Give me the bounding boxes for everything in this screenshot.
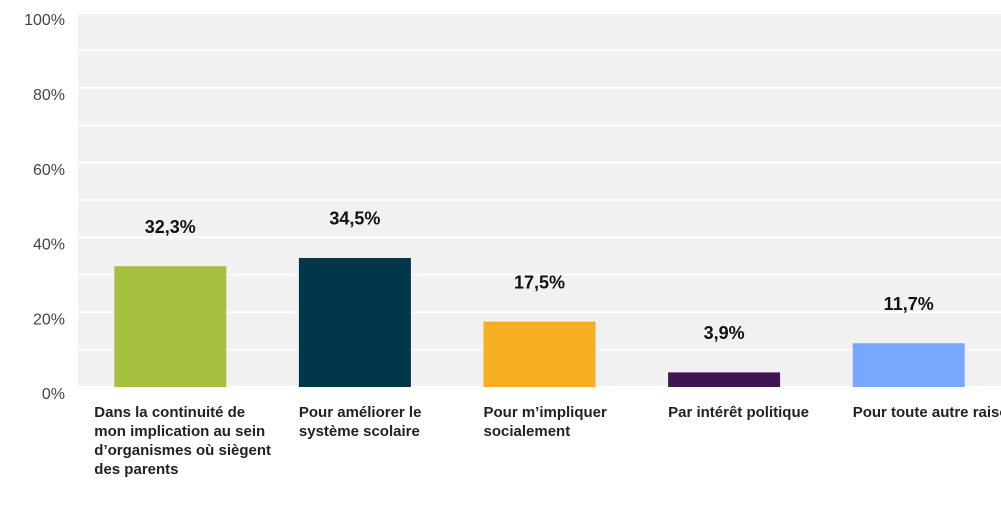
value-label: 11,7% [884, 294, 934, 314]
y-tick-label: 100% [24, 12, 65, 29]
x-tick-label: Dans la continuité de mon implication au… [94, 404, 272, 478]
value-label: 34,5% [329, 209, 380, 229]
y-tick-label: 0% [42, 386, 65, 403]
value-label: 17,5% [514, 272, 565, 292]
x-tick-label: Pour m’impliquer socialement [483, 404, 607, 440]
bar [852, 343, 965, 387]
bar [298, 257, 411, 387]
value-label: 3,9% [704, 323, 745, 343]
x-tick-label: Pour toute autre raison... [852, 404, 1001, 421]
y-tick-label: 60% [33, 162, 65, 179]
bar [483, 321, 596, 387]
y-tick-label: 20% [33, 311, 65, 328]
bar [114, 266, 227, 387]
y-tick-label: 40% [33, 237, 65, 254]
y-tick-label: 80% [33, 87, 65, 104]
value-label: 32,3% [145, 217, 196, 237]
bar [668, 372, 781, 387]
x-tick-label: Pour améliorer le système scolaire [298, 404, 422, 440]
x-tick-label: Par intérêt politique [668, 404, 809, 421]
